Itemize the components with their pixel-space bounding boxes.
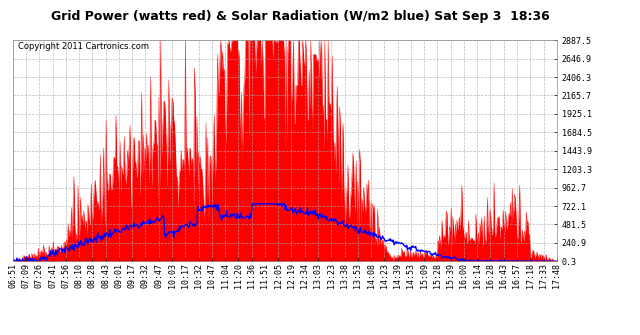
Text: Grid Power (watts red) & Solar Radiation (W/m2 blue) Sat Sep 3  18:36: Grid Power (watts red) & Solar Radiation… bbox=[51, 10, 550, 23]
Text: Copyright 2011 Cartronics.com: Copyright 2011 Cartronics.com bbox=[19, 43, 149, 51]
